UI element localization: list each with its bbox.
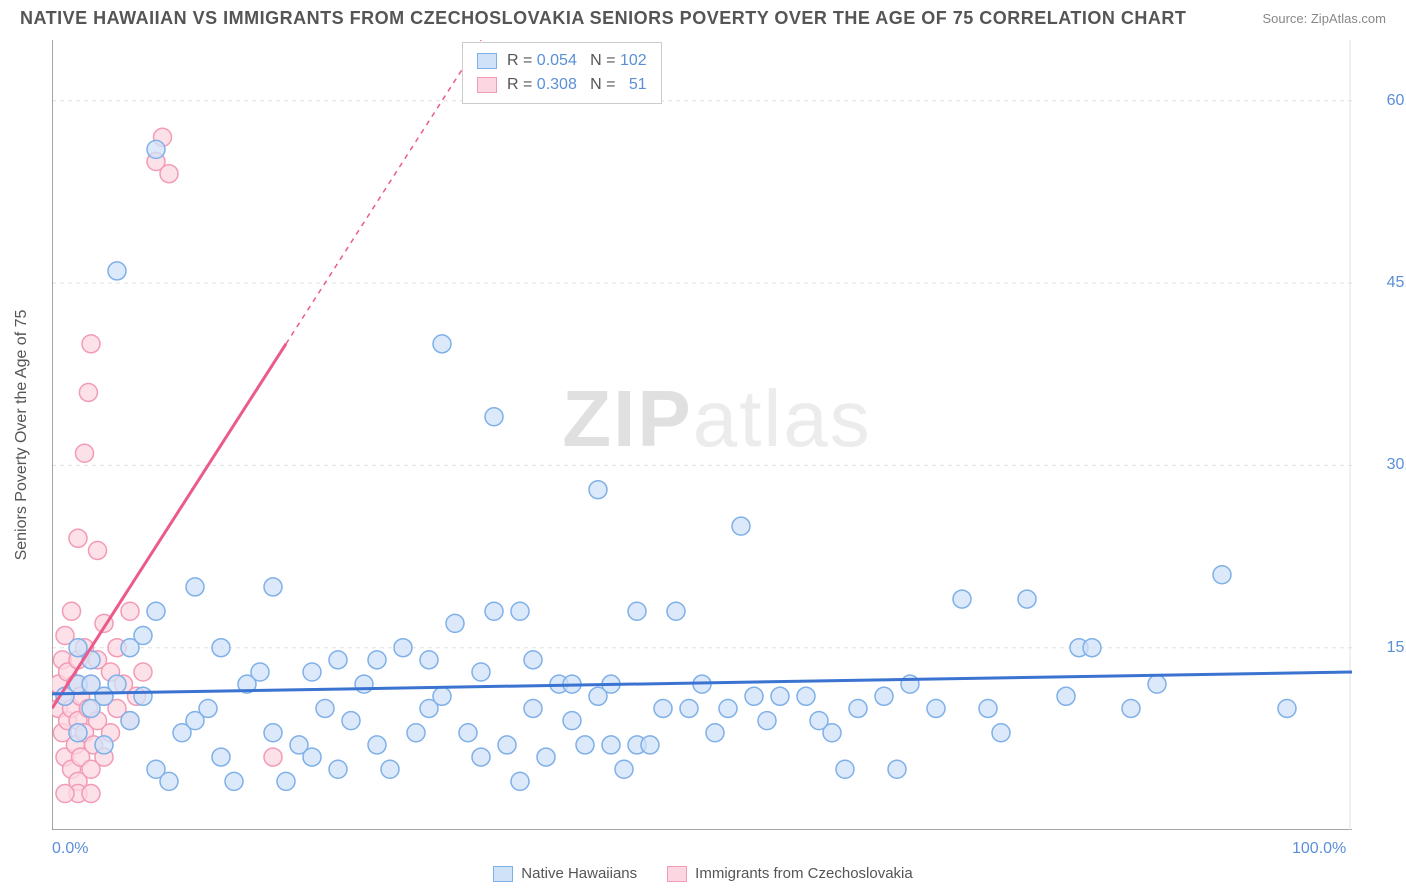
y-tick-label: 30.0% [1387,456,1406,474]
y-tick-label: 60.0% [1387,92,1406,110]
source-attribution: Source: ZipAtlas.com [1262,11,1386,26]
y-axis-label: Seniors Poverty Over the Age of 75 [13,310,31,561]
chart-container: Seniors Poverty Over the Age of 75 ZIPat… [52,40,1382,830]
x-tick-min: 0.0% [52,840,88,858]
scatter-plot [52,40,1352,830]
chart-title: NATIVE HAWAIIAN VS IMMIGRANTS FROM CZECH… [20,8,1186,29]
y-tick-label: 45.0% [1387,274,1406,292]
swatch-series2 [477,77,497,93]
stats-row-2: R = 0.308 N = 51 [477,73,647,97]
source-link[interactable]: ZipAtlas.com [1311,11,1386,26]
stats-legend-box: R = 0.054 N = 102 R = 0.308 N = 51 [462,42,662,104]
legend-item-series1: Native Hawaiians [493,865,637,882]
bottom-legend: Native Hawaiians Immigrants from Czechos… [0,865,1406,882]
y-tick-label: 15.0% [1387,639,1406,657]
swatch-series1-icon [493,866,513,882]
x-tick-max: 100.0% [1292,840,1346,858]
swatch-series1 [477,53,497,69]
stats-row-1: R = 0.054 N = 102 [477,49,647,73]
legend-item-series2: Immigrants from Czechoslovakia [667,865,913,882]
swatch-series2-icon [667,866,687,882]
